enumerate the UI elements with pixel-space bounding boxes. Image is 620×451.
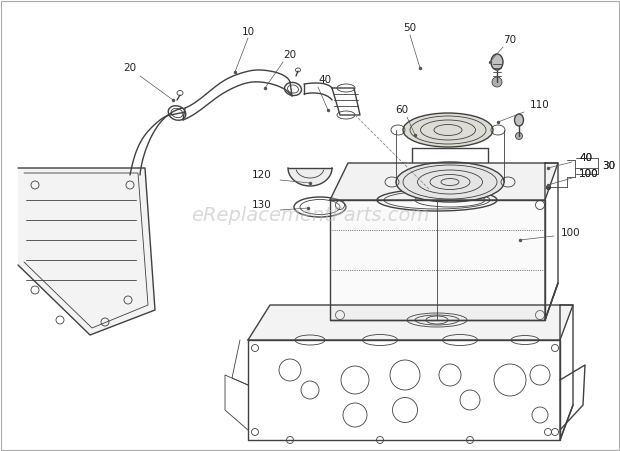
Text: 10: 10	[241, 27, 255, 37]
Ellipse shape	[403, 113, 493, 147]
Text: 70: 70	[503, 35, 516, 45]
Text: 130: 130	[252, 200, 272, 210]
Polygon shape	[18, 168, 155, 335]
Ellipse shape	[492, 77, 502, 87]
Text: 60: 60	[396, 105, 409, 115]
Ellipse shape	[396, 162, 504, 202]
Text: 20: 20	[123, 63, 136, 73]
Ellipse shape	[491, 54, 503, 70]
Text: 110: 110	[530, 100, 550, 110]
Text: 30: 30	[602, 161, 615, 171]
Text: 40: 40	[319, 75, 332, 85]
Text: 100: 100	[561, 228, 580, 238]
Ellipse shape	[515, 133, 523, 139]
Text: 120: 120	[252, 170, 272, 180]
Text: 40: 40	[579, 153, 592, 163]
Text: eReplacementParts.com: eReplacementParts.com	[191, 206, 429, 225]
Text: 100: 100	[579, 169, 599, 179]
Text: 100: 100	[579, 169, 599, 179]
Polygon shape	[330, 163, 558, 200]
Polygon shape	[330, 200, 545, 320]
Text: 40: 40	[579, 153, 592, 163]
Polygon shape	[288, 168, 332, 186]
Text: 50: 50	[404, 23, 417, 33]
Text: 30: 30	[602, 161, 615, 171]
Polygon shape	[248, 305, 573, 340]
Text: 20: 20	[283, 50, 296, 60]
Ellipse shape	[515, 114, 523, 126]
